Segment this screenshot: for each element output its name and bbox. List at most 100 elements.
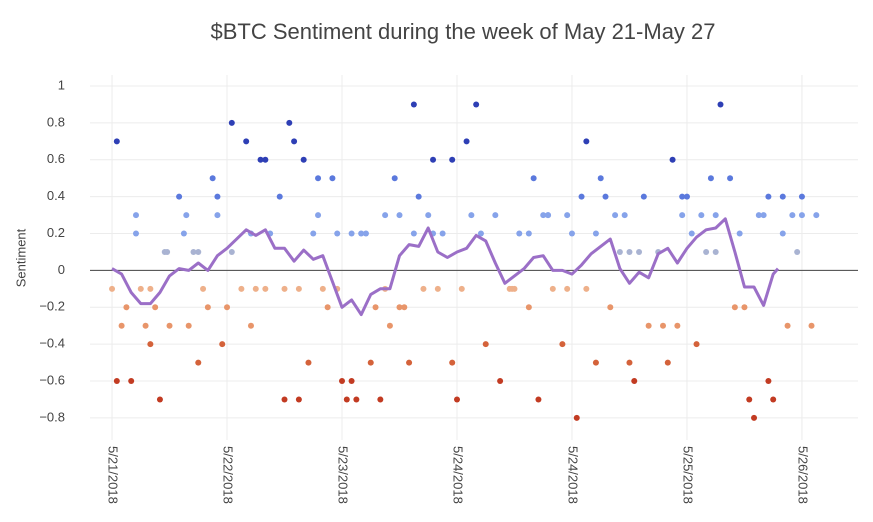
- scatter-point: [396, 304, 403, 311]
- scatter-point: [310, 230, 317, 237]
- scatter-point: [468, 212, 475, 219]
- scatter-point: [731, 304, 738, 311]
- scatter-point: [530, 175, 537, 182]
- scatter-point: [751, 414, 758, 421]
- scatter-point: [779, 193, 786, 200]
- scatter-point: [746, 396, 753, 403]
- scatter-point: [305, 359, 312, 366]
- scatter-point: [516, 230, 523, 237]
- scatter-point: [645, 322, 652, 329]
- scatter-point: [640, 193, 647, 200]
- x-tick-label: 5/26/2018: [796, 446, 811, 504]
- y-tick-label: 0.6: [47, 151, 65, 166]
- y-tick-label: 0.8: [47, 114, 65, 129]
- scatter-point: [453, 396, 460, 403]
- scatter-point: [156, 396, 163, 403]
- scatter-point: [592, 359, 599, 366]
- scatter-point: [281, 396, 288, 403]
- x-tick-label: 5/22/2018: [221, 446, 236, 504]
- y-tick-label: −0.6: [39, 372, 65, 387]
- scatter-point: [204, 304, 211, 311]
- scatter-point: [339, 378, 346, 385]
- scatter-point: [425, 212, 432, 219]
- scatter-point: [439, 230, 446, 237]
- scatter-point: [113, 138, 120, 145]
- scatter-point: [717, 101, 724, 108]
- scatter-point: [209, 175, 216, 182]
- scatter-point: [300, 156, 307, 163]
- scatter-point: [315, 175, 322, 182]
- scatter-point: [262, 285, 269, 292]
- scatter-point: [219, 341, 226, 348]
- y-tick-label: 0: [58, 262, 65, 277]
- scatter-point: [621, 212, 628, 219]
- scatter-point: [176, 193, 183, 200]
- chart-title: $BTC Sentiment during the week of May 21…: [210, 19, 715, 44]
- scatter-point: [286, 119, 293, 126]
- scatter-point: [482, 341, 489, 348]
- scatter-point: [458, 285, 465, 292]
- scatter-point: [727, 175, 734, 182]
- scatter-point: [367, 359, 374, 366]
- scatter-point: [626, 359, 633, 366]
- scatter-point: [492, 212, 499, 219]
- scatter-point: [348, 230, 355, 237]
- scatter-point: [195, 359, 202, 366]
- scatter-point: [813, 212, 820, 219]
- scatter-point: [315, 212, 322, 219]
- scatter-point: [109, 285, 116, 292]
- scatter-point: [712, 212, 719, 219]
- scatter-point: [798, 193, 805, 200]
- scatter-point: [147, 285, 154, 292]
- scatter-point: [386, 322, 393, 329]
- scatter-point: [703, 248, 710, 255]
- scatter-point: [794, 248, 801, 255]
- scatter-point: [295, 285, 302, 292]
- scatter-point: [434, 285, 441, 292]
- y-tick-label: 0.2: [47, 225, 65, 240]
- scatter-point: [564, 285, 571, 292]
- scatter-point: [698, 212, 705, 219]
- scatter-point: [430, 156, 437, 163]
- scatter-point: [228, 119, 235, 126]
- x-tick-label: 5/21/2018: [106, 446, 121, 504]
- scatter-point: [377, 396, 384, 403]
- scatter-point: [511, 285, 518, 292]
- scatter-point: [319, 285, 326, 292]
- scatter-point: [276, 193, 283, 200]
- scatter-point: [137, 285, 144, 292]
- scatter-point: [784, 322, 791, 329]
- scatter-point: [238, 285, 245, 292]
- scatter-point: [415, 193, 422, 200]
- scatter-point: [597, 175, 604, 182]
- scatter-point: [123, 304, 130, 311]
- scatter-point: [765, 193, 772, 200]
- scatter-point: [152, 304, 159, 311]
- scatter-point: [568, 230, 575, 237]
- scatter-point: [118, 322, 125, 329]
- y-tick-label: 0.4: [47, 188, 65, 203]
- scatter-point: [334, 230, 341, 237]
- scatter-point: [166, 322, 173, 329]
- y-tick-label: 1: [58, 77, 65, 92]
- scatter-point: [243, 138, 250, 145]
- scatter-point: [540, 212, 547, 219]
- scatter-point: [473, 101, 480, 108]
- y-axis-label: Sentiment: [13, 228, 28, 287]
- scatter-point: [683, 193, 690, 200]
- scatter-point: [391, 175, 398, 182]
- scatter-point: [291, 138, 298, 145]
- scatter-point: [707, 175, 714, 182]
- scatter-point: [228, 248, 235, 255]
- scatter-point: [664, 359, 671, 366]
- scatter-point: [281, 285, 288, 292]
- scatter-point: [195, 248, 202, 255]
- x-tick-label: 5/24/2018: [566, 446, 581, 504]
- scatter-point: [612, 212, 619, 219]
- x-tick-label: 5/23/2018: [336, 446, 351, 504]
- scatter-point: [808, 322, 815, 329]
- scatter-point: [164, 248, 171, 255]
- scatter-point: [257, 156, 264, 163]
- scatter-point: [343, 396, 350, 403]
